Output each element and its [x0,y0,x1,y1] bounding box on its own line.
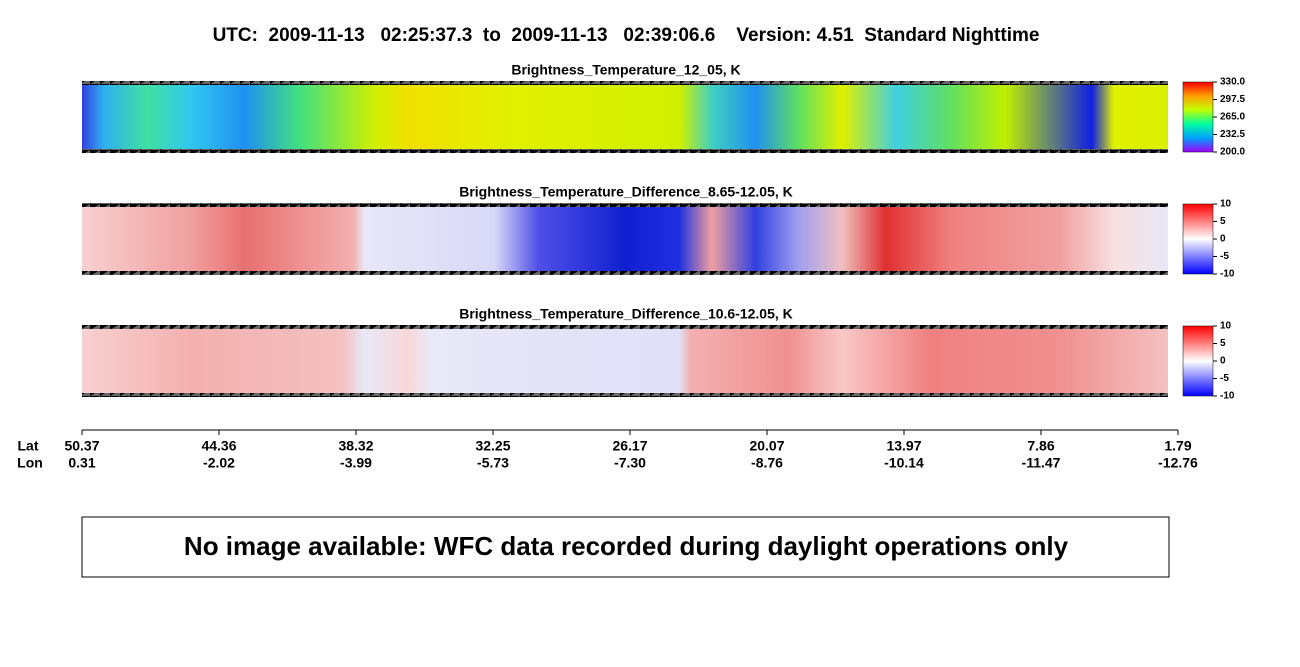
colorbar-label: 10 [1220,321,1232,332]
colorbar-label: 0 [1220,234,1226,245]
colorbar-label: -5 [1220,251,1229,262]
message: No image available: WFC data recorded du… [184,531,1069,561]
panel-title: Brightness_Temperature_12_05, K [511,62,740,78]
strip-border [82,393,1168,397]
message-box [81,516,1170,578]
lon-tick-label: -3.99 [340,455,372,471]
title: UTC: 2009-11-13 02:25:37.3 to 2009-11-13… [213,25,1040,46]
colorbar-label: -5 [1220,373,1229,384]
colorbar [1182,203,1214,275]
colorbar-label: 5 [1220,216,1226,227]
colorbar-label: 0 [1220,356,1226,367]
colorbar-label: -10 [1220,391,1235,402]
lat-tick-label: 32.25 [475,438,510,454]
colorbar-label: 232.5 [1220,129,1245,140]
lat-tick-label: 20.07 [749,438,784,454]
colorbar-label: 265.0 [1220,112,1245,123]
strip-border [82,271,1168,275]
lat-tick-label: 38.32 [338,438,373,454]
lon-label: Lon [17,455,43,471]
panel-title: Brightness_Temperature_Difference_8.65-1… [459,184,793,200]
panel-title: Brightness_Temperature_Difference_10.6-1… [459,306,793,322]
lon-tick-label: 0.31 [68,455,95,471]
lon-tick-label: -7.30 [614,455,646,471]
lat-tick-label: 7.86 [1027,438,1054,454]
lon-tick-label: -5.73 [477,455,509,471]
strip-border [82,81,1168,85]
lat-tick-label: 13.97 [886,438,921,454]
colorbar-label: 5 [1220,338,1226,349]
colorbar-label: 200.0 [1220,147,1245,158]
strip-image [82,206,1168,272]
lon-tick-label: -2.02 [203,455,235,471]
lat-label: Lat [18,438,39,454]
colorbar [1182,81,1214,153]
lon-tick-label: -8.76 [751,455,783,471]
strip-border [82,325,1168,329]
strip-border [82,149,1168,153]
colorbar-label: 297.5 [1220,94,1245,105]
lon-tick-label: -10.14 [884,455,924,471]
strip-image [82,328,1168,394]
lon-tick-label: -12.76 [1158,455,1198,471]
colorbar [1182,325,1214,397]
lat-tick-label: 50.37 [64,438,99,454]
colorbar-label: -10 [1220,269,1235,280]
colorbar-label: 10 [1220,199,1232,210]
lat-tick-label: 26.17 [612,438,647,454]
colorbar-label: 330.0 [1220,77,1245,88]
strip-image [82,84,1168,150]
strip-border [82,203,1168,207]
lat-tick-label: 44.36 [201,438,236,454]
lat-tick-label: 1.79 [1164,438,1191,454]
lon-tick-label: -11.47 [1022,455,1061,471]
